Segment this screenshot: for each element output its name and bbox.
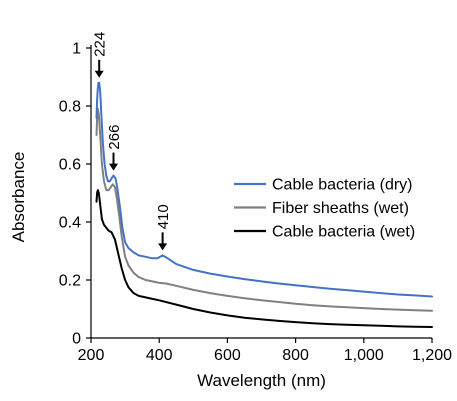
- x-tick-label: 600: [214, 347, 241, 364]
- legend-label-0: Cable bacteria (dry): [272, 177, 413, 194]
- annotation-label: 266: [106, 125, 123, 150]
- x-axis-title: Wavelength (nm): [197, 371, 326, 390]
- x-tick-label: 800: [282, 347, 309, 364]
- series-line-1: [95, 107, 433, 312]
- annotation-arrow-head: [158, 243, 168, 251]
- y-tick-label: 0.4: [59, 215, 81, 232]
- axes: 200 400 600 800 1,000 1,200 0 0.2 0.4 0.6 0.8 1: [59, 41, 452, 365]
- y-axis-title: Absorbance: [9, 152, 28, 243]
- series-line-0: [95, 81, 433, 298]
- y-tick-label: 0: [72, 331, 81, 348]
- annotation-label: 410: [155, 204, 172, 229]
- x-tick-label: 200: [78, 347, 105, 364]
- annotation-layer: 224 266 410: [92, 32, 172, 251]
- annotation-arrow-head: [109, 163, 119, 171]
- series-line-2: [95, 189, 433, 328]
- x-tick-label: 1,000: [344, 347, 384, 364]
- y-tick-label: 0.2: [59, 273, 81, 290]
- legend: Cable bacteria (dry) Fiber sheaths (wet) C…: [234, 177, 415, 241]
- legend-label-1: Fiber sheaths (wet): [272, 200, 409, 217]
- annotation-arrow-head: [94, 70, 104, 78]
- legend-label-2: Cable bacteria (wet): [272, 224, 415, 241]
- x-tick-label: 1,200: [412, 347, 452, 364]
- y-tick-label: 1: [72, 41, 81, 58]
- x-tick-label: 400: [146, 347, 173, 364]
- y-tick-label: 0.8: [59, 99, 81, 116]
- annotation-label: 224: [92, 32, 109, 57]
- y-tick-label: 0.6: [59, 157, 81, 174]
- series-layer: [95, 81, 433, 328]
